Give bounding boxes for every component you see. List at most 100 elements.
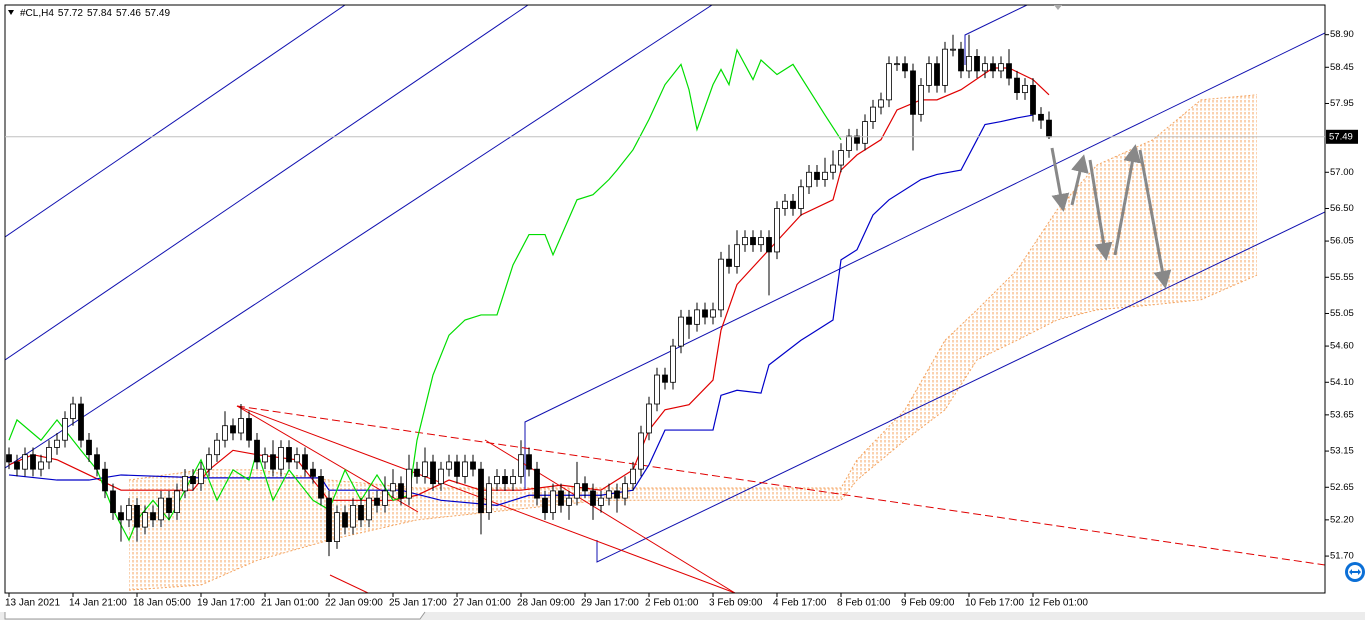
y-tick-label: 54.10 bbox=[1330, 377, 1354, 388]
candle-body bbox=[470, 461, 476, 470]
y-tick-label: 57.95 bbox=[1330, 98, 1354, 109]
y-tick-label: 52.65 bbox=[1330, 482, 1354, 493]
candle-body bbox=[894, 63, 900, 66]
candle-body bbox=[710, 309, 716, 318]
candle-body bbox=[246, 418, 252, 441]
arrow bbox=[1113, 144, 1142, 256]
indicator-line bbox=[8, 114, 1034, 506]
candle-body bbox=[558, 490, 564, 506]
candle-body bbox=[1014, 77, 1020, 94]
candle-body bbox=[526, 454, 532, 470]
candle-body bbox=[382, 490, 388, 506]
candle-body bbox=[174, 490, 180, 514]
candle-body bbox=[14, 461, 20, 470]
candle-body bbox=[502, 476, 508, 485]
candle-body bbox=[782, 200, 788, 209]
candle-body bbox=[294, 454, 300, 463]
candle-body bbox=[606, 490, 612, 499]
x-tick-label: 10 Feb 17:00 bbox=[965, 598, 1024, 609]
candle-body bbox=[190, 476, 196, 485]
trend-line bbox=[5, 5, 346, 238]
candle-body bbox=[678, 316, 684, 347]
candle-body bbox=[734, 244, 740, 267]
candle-body bbox=[270, 454, 276, 470]
candle-body bbox=[494, 476, 500, 485]
candle-body bbox=[622, 483, 628, 499]
candle-body bbox=[278, 447, 284, 470]
candle-body bbox=[806, 171, 812, 188]
candle-body bbox=[326, 497, 332, 542]
candle-body bbox=[350, 504, 356, 528]
candle-body bbox=[1006, 63, 1012, 79]
x-tick-label: 4 Feb 17:00 bbox=[773, 598, 827, 609]
candle-body bbox=[654, 374, 660, 405]
candle-body bbox=[134, 504, 140, 528]
time-axis: 13 Jan 2021 14 Jan 21:00 18 Jan 05:00 19 Ja… bbox=[5, 593, 1088, 609]
candle-body bbox=[510, 476, 516, 485]
candle-body bbox=[814, 171, 820, 180]
candle-body bbox=[158, 497, 164, 521]
candle-body bbox=[886, 63, 892, 101]
candle-body bbox=[1030, 84, 1036, 115]
cloud-layer bbox=[128, 94, 1258, 591]
candle-body bbox=[198, 468, 204, 485]
candle-body bbox=[446, 461, 452, 470]
y-tick-label: 53.65 bbox=[1330, 409, 1354, 420]
candle-body bbox=[62, 418, 68, 441]
x-tick-label: 12 Feb 01:00 bbox=[1029, 598, 1088, 609]
current-price-box bbox=[1326, 129, 1358, 144]
candle-body bbox=[990, 63, 996, 72]
candle-body bbox=[950, 48, 956, 51]
candle-body bbox=[1038, 113, 1044, 121]
candle-body bbox=[670, 345, 676, 383]
candle-body bbox=[774, 208, 780, 253]
menu-arrow[interactable] bbox=[8, 10, 14, 15]
arrow bbox=[1070, 154, 1089, 206]
candle-body bbox=[902, 63, 908, 72]
candle-body bbox=[318, 476, 324, 499]
candle-body bbox=[918, 84, 924, 115]
candle-body bbox=[566, 497, 572, 506]
period-marker bbox=[1054, 5, 1062, 10]
x-tick-label: 27 Jan 01:00 bbox=[453, 598, 511, 609]
candle-body bbox=[86, 439, 92, 456]
candle-body bbox=[822, 171, 828, 180]
candle-body bbox=[38, 461, 44, 470]
x-tick-label: 22 Jan 09:00 bbox=[325, 598, 383, 609]
price-axis: 58.90 58.45 57.95 57.00 56.50 56.05 55.55 55.05… bbox=[1325, 29, 1354, 562]
candle-body bbox=[518, 454, 524, 477]
x-tick-label: 21 Jan 01:00 bbox=[261, 598, 319, 609]
candle-body bbox=[438, 468, 444, 485]
candle-body bbox=[926, 63, 932, 86]
candle-body bbox=[118, 512, 124, 521]
candle-body bbox=[766, 237, 772, 253]
candle-body bbox=[718, 258, 724, 311]
chart-tab[interactable] bbox=[4, 611, 426, 620]
candle-body bbox=[870, 106, 876, 122]
candle-body bbox=[238, 418, 244, 434]
candle-body bbox=[414, 468, 420, 477]
candle-body bbox=[910, 70, 916, 115]
candle-body bbox=[614, 490, 620, 499]
candle-body bbox=[46, 447, 52, 463]
trend-line bbox=[5, 5, 529, 361]
candle-body bbox=[398, 483, 404, 499]
candle-body bbox=[534, 468, 540, 499]
arrow bbox=[1050, 147, 1070, 212]
candle-body bbox=[254, 439, 260, 463]
header-price: 57.72 bbox=[58, 8, 83, 19]
candle-body bbox=[934, 63, 940, 86]
current-price-label: 57.49 bbox=[1329, 131, 1353, 142]
candle-body bbox=[422, 461, 428, 477]
candle-body bbox=[70, 403, 76, 419]
candle-body bbox=[982, 63, 988, 72]
candle-body bbox=[94, 454, 100, 470]
candle-body bbox=[702, 309, 708, 318]
candle-body bbox=[726, 258, 732, 267]
candle-body bbox=[230, 425, 236, 434]
y-tick-label: 52.20 bbox=[1330, 514, 1354, 525]
x-tick-label: 3 Feb 09:00 bbox=[709, 598, 763, 609]
x-tick-label: 2 Feb 01:00 bbox=[645, 598, 699, 609]
